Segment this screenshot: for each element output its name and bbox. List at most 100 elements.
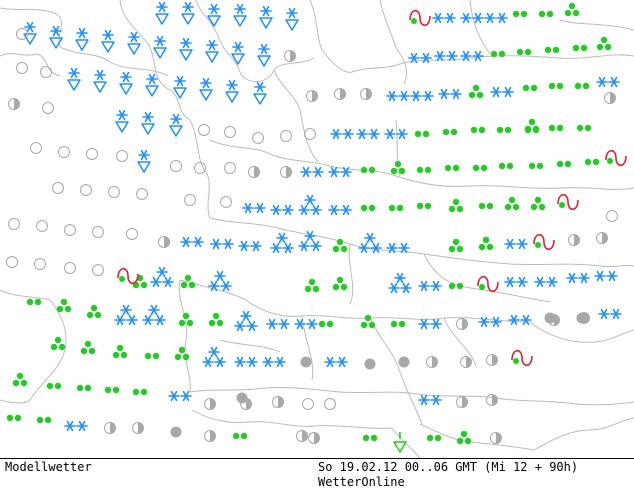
rain-symbol — [26, 298, 42, 306]
snow-symbol — [478, 316, 502, 328]
partly-cloudy-symbol — [248, 166, 260, 178]
rain-symbol — [416, 166, 432, 174]
heavy-rain-symbol — [180, 274, 196, 289]
snow-shower-symbol — [75, 27, 89, 51]
rain-shower-symbol — [393, 432, 407, 453]
rain-symbol — [478, 202, 494, 210]
snow-symbol — [330, 128, 354, 140]
snow-symbol — [180, 236, 204, 248]
partly-cloudy-symbol — [334, 88, 346, 100]
heavy-rain-symbol — [504, 196, 520, 211]
partly-cloudy-symbol — [104, 422, 116, 434]
snow-symbol — [262, 356, 286, 368]
snow-symbol — [210, 238, 234, 250]
partly-cloudy-symbol — [486, 394, 498, 406]
clear-symbol — [324, 398, 336, 410]
heavy-rain-symbol — [50, 336, 66, 351]
overcast-symbol — [398, 356, 410, 368]
clear-symbol — [252, 132, 264, 144]
rain-symbol — [76, 384, 92, 392]
rain-symbol — [574, 82, 590, 90]
heavy-rain-symbol — [564, 2, 580, 17]
snow-symbol — [594, 270, 618, 282]
heavy-rain-symbol — [596, 36, 612, 51]
snow-shower-symbol — [199, 77, 213, 101]
snow-symbol — [328, 166, 352, 178]
rain-symbol — [584, 158, 600, 166]
snow-symbol — [234, 356, 258, 368]
snow-shower-symbol — [49, 25, 63, 49]
snow-shower-symbol — [93, 69, 107, 93]
clear-symbol — [92, 264, 104, 276]
mixed-precipitation-symbol — [477, 275, 499, 293]
weather-symbols — [6, 1, 627, 453]
heavy-snow-symbol — [202, 346, 226, 368]
heavy-snow-symbol — [388, 272, 412, 294]
clear-symbol — [52, 182, 64, 194]
heavy-snow-symbol — [298, 230, 322, 252]
rain-symbol — [442, 128, 458, 136]
snow-shower-symbol — [155, 1, 169, 25]
snow-symbol — [484, 12, 508, 24]
snow-symbol — [410, 90, 434, 102]
snow-symbol — [238, 240, 262, 252]
snow-symbol — [460, 12, 484, 24]
rain-symbol — [46, 382, 62, 390]
partly-cloudy-symbol — [490, 432, 502, 444]
snow-shower-symbol — [23, 21, 37, 45]
snow-symbol — [504, 238, 528, 250]
snow-shower-symbol — [257, 43, 271, 67]
snow-symbol — [508, 314, 532, 326]
snow-shower-symbol — [207, 3, 221, 27]
snow-symbol — [386, 90, 410, 102]
clear-symbol — [58, 146, 70, 158]
rain-symbol — [104, 386, 120, 394]
clear-symbol — [16, 62, 28, 74]
partly-cloudy-symbol — [296, 430, 308, 442]
rain-symbol — [498, 162, 514, 170]
snow-shower-symbol — [231, 41, 245, 65]
heavy-rain-symbol — [304, 278, 320, 293]
snow-symbol — [534, 276, 558, 288]
snow-shower-symbol — [101, 29, 115, 53]
snow-shower-symbol — [225, 79, 239, 103]
heavy-rain-symbol — [80, 340, 96, 355]
heavy-rain-symbol — [530, 196, 546, 211]
clear-symbol — [36, 220, 48, 232]
partly-cloudy-symbol — [204, 430, 216, 442]
snow-symbol — [168, 390, 192, 402]
snow-shower-symbol — [141, 111, 155, 135]
rain-symbol — [390, 320, 406, 328]
partly-cloudy-symbol — [284, 50, 296, 62]
partly-cloudy-symbol — [568, 234, 580, 246]
snow-symbol — [386, 242, 410, 254]
clear-symbol — [304, 128, 316, 140]
rain-symbol — [496, 126, 512, 134]
snow-symbol — [418, 318, 442, 330]
clear-symbol — [198, 124, 210, 136]
clear-symbol — [220, 196, 232, 208]
heavy-snow-symbol — [234, 310, 258, 332]
snow-symbol — [384, 128, 408, 140]
clear-symbol — [184, 194, 196, 206]
map-footer: Modellwetter So 19.02.12 00..06 GMT (Mi … — [0, 458, 634, 490]
snow-shower-symbol — [153, 35, 167, 59]
heavy-rain-symbol — [86, 304, 102, 319]
snow-symbol — [270, 204, 294, 216]
clear-symbol — [16, 28, 28, 40]
rain-symbol — [36, 416, 52, 424]
clear-symbol — [606, 210, 618, 222]
heavy-snow-symbol — [114, 304, 138, 326]
country-borders — [0, 0, 634, 458]
snow-shower-symbol — [145, 73, 159, 97]
snow-symbol — [242, 202, 266, 214]
rain-symbol — [556, 160, 572, 168]
rain-symbol — [576, 124, 592, 132]
clear-symbol — [30, 142, 42, 154]
rain-symbol — [548, 82, 564, 90]
clear-symbol — [40, 66, 52, 78]
overcast-symbol — [236, 392, 248, 404]
heavy-snow-symbol — [150, 266, 174, 288]
partly-cloudy-symbol — [306, 90, 318, 102]
overcast-symbol — [364, 358, 376, 370]
